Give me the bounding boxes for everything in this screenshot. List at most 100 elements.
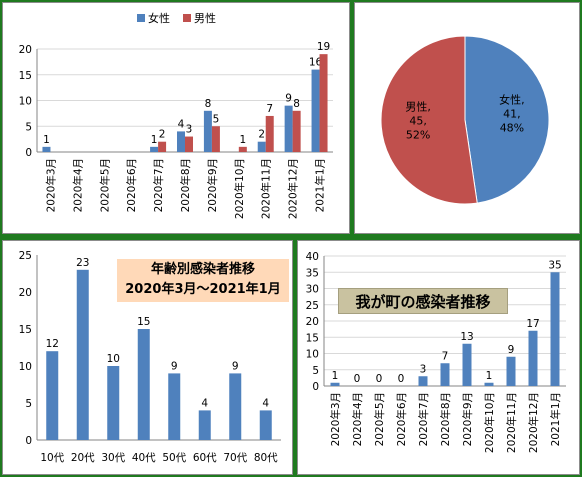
y-tick-label: 20 <box>19 44 32 56</box>
y-tick-label: 35 <box>306 267 319 279</box>
bar-女性-2020年11月 <box>257 141 266 152</box>
town-chart-title: 我が町の感染者推移 <box>338 288 508 314</box>
data-label: 1 <box>239 134 246 146</box>
y-tick-label: 30 <box>306 284 319 296</box>
bar-count-2020年11月 <box>506 356 516 386</box>
bar-count-2020年12月 <box>528 330 538 386</box>
x-tick-label: 2020年8月 <box>439 392 452 446</box>
data-label: 7 <box>266 103 273 115</box>
bar-女性-2020年9月 <box>203 110 212 152</box>
bar-女性-2020年7月 <box>150 146 159 152</box>
data-label: 9 <box>285 93 292 105</box>
y-tick-label: 0 <box>25 147 32 159</box>
bar-男性-2021年1月 <box>319 54 328 152</box>
data-label: 4 <box>201 397 208 409</box>
bar-count-50代 <box>168 373 181 440</box>
y-tick-label: 5 <box>25 398 32 410</box>
pie-slice-女性 <box>464 35 550 204</box>
data-label: 4 <box>178 118 185 130</box>
y-tick-label: 0 <box>25 435 32 447</box>
data-label: 12 <box>46 338 59 350</box>
data-label: 1 <box>151 134 158 146</box>
bar-女性-2020年8月 <box>177 131 185 152</box>
bar-count-2020年3月 <box>330 382 340 386</box>
y-tick-label: 25 <box>19 250 32 262</box>
y-tick-label: 15 <box>19 70 32 82</box>
age-chart-title-line2: 2020年3月～2021年1月 <box>125 282 281 297</box>
data-label: 1 <box>486 370 493 382</box>
x-tick-label: 2020年12月 <box>287 158 300 219</box>
x-tick-label: 80代 <box>254 452 278 464</box>
x-tick-label: 2020年10月 <box>483 392 496 453</box>
bar-男性-2020年12月 <box>292 110 301 152</box>
legend-label: 男性 <box>194 11 216 25</box>
y-tick-label: 20 <box>19 287 32 299</box>
x-tick-label: 70代 <box>223 452 247 464</box>
x-tick-label: 2020年9月 <box>206 158 219 212</box>
age-group-chart-panel: 0 5 10 15 20 25 12 23 10 15 9 4 9 4 10代 20代 30代 40代 50代 60代… <box>2 240 293 475</box>
gender-monthly-chart-panel: 0 5 10 15 20 1 1 4 8 2 9 16 2 3 5 1 7 8 19 2020年3月 2020年4月 20… <box>2 2 350 234</box>
bar-女性-2020年3月 <box>42 146 51 152</box>
y-tick-label: 15 <box>19 324 32 336</box>
bar-男性-2020年10月 <box>238 146 247 152</box>
x-tick-label: 2020年7月 <box>152 158 165 212</box>
data-label: 15 <box>137 316 150 328</box>
x-tick-label: 2020年6月 <box>395 392 408 446</box>
y-tick-label: 5 <box>25 121 32 133</box>
age-chart-title: 年齢別感染者推移 2020年3月～2021年1月 <box>117 259 289 302</box>
legend-swatch-男性 <box>183 14 191 22</box>
x-tick-label: 40代 <box>132 452 156 464</box>
x-tick-label: 30代 <box>101 452 125 464</box>
bar-count-60代 <box>198 410 211 440</box>
bar-count-2020年9月 <box>462 343 472 386</box>
bar-男性-2020年11月 <box>265 115 274 152</box>
town-monthly-chart-panel: 0 5 10 15 20 25 30 35 40 1 0 0 0 3 7 13 1 9 17 35 2020年3月 202… <box>297 240 580 475</box>
x-tick-label: 2020年3月 <box>329 392 342 446</box>
bar-女性-2021年1月 <box>311 69 320 152</box>
data-label: 23 <box>76 257 89 269</box>
bar-count-20代 <box>76 269 89 440</box>
x-tick-label: 2020年7月 <box>417 392 430 446</box>
y-tick-label: 10 <box>19 361 32 373</box>
data-label: 16 <box>309 57 323 69</box>
y-tick-label: 15 <box>306 332 319 344</box>
y-tick-label: 25 <box>306 300 319 312</box>
x-tick-label: 2020年5月 <box>98 158 111 212</box>
bar-男性-2020年9月 <box>211 126 220 152</box>
gender-pie-chart-panel: 女性, 41, 48% 男性, 45, 52% <box>354 2 580 234</box>
x-tick-label: 2020年6月 <box>125 158 138 212</box>
legend-label: 女性 <box>148 11 170 25</box>
x-tick-label: 2020年4月 <box>351 392 364 446</box>
x-tick-label: 2020年12月 <box>527 392 540 453</box>
x-tick-label: 2020年10月 <box>233 158 246 219</box>
data-label: 35 <box>548 259 561 271</box>
data-label: 0 <box>398 373 405 385</box>
data-label: 2 <box>258 129 265 141</box>
bar-count-70代 <box>229 373 242 440</box>
data-label: 7 <box>442 350 449 362</box>
data-label: 8 <box>293 98 300 110</box>
data-label: 1 <box>43 134 50 146</box>
y-tick-label: 10 <box>19 96 32 108</box>
data-label: 19 <box>317 41 330 53</box>
data-label: 2 <box>159 129 166 141</box>
pie-label: 女性, <box>499 93 525 107</box>
pie-label: 45, <box>409 114 427 127</box>
pie-label: 41, <box>503 108 521 121</box>
y-tick-label: 10 <box>306 349 319 361</box>
age-chart-title-line1: 年齢別感染者推移 <box>150 262 255 277</box>
data-label: 9 <box>508 344 515 356</box>
bar-count-40代 <box>137 329 150 440</box>
data-label: 9 <box>171 360 178 372</box>
y-tick-label: 5 <box>312 365 319 377</box>
data-label: 0 <box>354 373 361 385</box>
data-label: 9 <box>232 360 239 372</box>
bar-count-2020年7月 <box>418 376 428 386</box>
bar-count-2020年10月 <box>484 382 494 386</box>
x-tick-label: 2020年11月 <box>505 392 518 453</box>
y-tick-label: 0 <box>312 381 319 393</box>
legend-swatch-女性 <box>137 14 145 22</box>
bar-count-2021年1月 <box>550 272 560 386</box>
data-label: 5 <box>213 113 220 125</box>
